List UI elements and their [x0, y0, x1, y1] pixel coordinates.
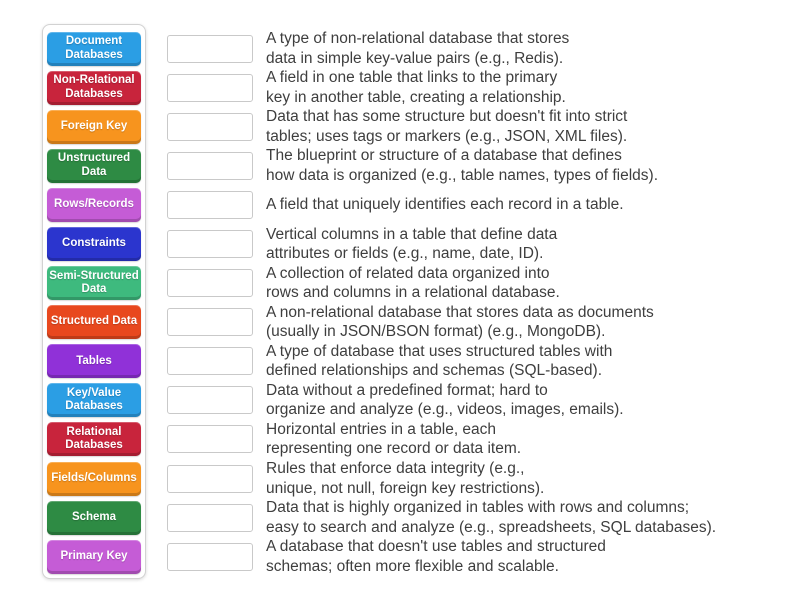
match-row: Unstructured Data The blueprint or struc…	[40, 146, 790, 185]
definition-text: Data without a predefined format; hard t…	[266, 381, 624, 419]
answer-slot[interactable]	[167, 73, 253, 102]
term-tile[interactable]: Tables	[47, 344, 141, 379]
term-label: Document Databases	[65, 35, 123, 61]
match-row: Relational Databases Horizontal entries …	[40, 420, 790, 459]
term-tile[interactable]: Schema	[47, 500, 141, 535]
term-tile[interactable]: Non-Relational Databases	[47, 70, 141, 105]
term-tile[interactable]: Semi-Structured Data	[47, 266, 141, 301]
answer-slot[interactable]	[167, 464, 253, 493]
definition-text: A field in one table that links to the p…	[266, 69, 566, 106]
match-rows: Document Databases A type of non-relatio…	[40, 29, 790, 576]
match-row: Fields/Columns Rules that enforce data i…	[40, 459, 790, 498]
term-tile[interactable]: Document Databases	[47, 31, 141, 66]
term-label: Foreign Key	[60, 119, 128, 132]
term-tile[interactable]: Relational Databases	[47, 422, 141, 457]
definition-text: Data that is highly organized in tables …	[266, 499, 717, 536]
answer-slot[interactable]	[167, 151, 253, 180]
term-tile[interactable]: Constraints	[47, 227, 141, 262]
definition-text: A database that doesn't use tables and s…	[266, 538, 606, 575]
term-label: Fields/Columns	[51, 471, 137, 484]
match-row: Key/Value Databases Data without a prede…	[40, 381, 790, 420]
match-row: Document Databases A type of non-relatio…	[40, 29, 790, 68]
definition-text: A collection of related data organized i…	[266, 264, 560, 302]
match-row: Foreign Key Data that has some structure…	[40, 107, 790, 146]
term-tile[interactable]: Key/Value Databases	[47, 383, 141, 418]
match-row: Primary Key A database that doesn't use …	[40, 537, 790, 576]
term-label: Primary Key	[60, 550, 128, 563]
answer-slot[interactable]	[167, 542, 253, 571]
definition-text: A field that uniquely identifies each re…	[266, 196, 624, 214]
term-label: Tables	[76, 354, 112, 367]
match-row: Rows/Records A field that uniquely ident…	[40, 185, 790, 224]
answer-slot[interactable]	[167, 425, 253, 454]
match-row: Semi-Structured Data A collection of rel…	[40, 264, 790, 303]
term-label: Structured Data	[50, 315, 138, 328]
match-row: Structured Data A non-relational databas…	[40, 303, 790, 342]
match-row: Constraints Vertical columns in a table …	[40, 224, 790, 263]
term-label: Non-Relational Databases	[53, 74, 135, 100]
definition-text: Vertical columns in a table that define …	[266, 225, 558, 263]
answer-slot[interactable]	[167, 308, 253, 337]
answer-slot[interactable]	[167, 269, 253, 298]
term-label: Constraints	[62, 237, 126, 250]
answer-slot[interactable]	[167, 230, 253, 259]
answer-slot[interactable]	[167, 34, 253, 63]
term-label: Relational Databases	[65, 425, 123, 452]
term-tile[interactable]: Fields/Columns	[47, 461, 141, 496]
match-row: Non-Relational Databases A field in one …	[40, 68, 790, 107]
match-row: Tables A type of database that uses stru…	[40, 342, 790, 381]
definition-text: Horizontal entries in a table, each repr…	[266, 421, 522, 458]
answer-slot[interactable]	[167, 503, 253, 532]
term-label: Key/Value Databases	[65, 386, 123, 413]
answer-slot[interactable]	[167, 190, 253, 219]
term-tile[interactable]: Unstructured Data	[47, 148, 141, 183]
definition-text: A non-relational database that stores da…	[266, 303, 654, 341]
term-label: Unstructured Data	[57, 152, 131, 178]
term-tile[interactable]: Structured Data	[47, 305, 141, 340]
definition-text: The blueprint or structure of a database…	[266, 147, 659, 184]
definition-text: A type of non-relational database that s…	[266, 30, 570, 67]
answer-slot[interactable]	[167, 386, 253, 415]
term-tile[interactable]: Primary Key	[47, 539, 141, 574]
term-tile[interactable]: Foreign Key	[47, 109, 141, 144]
definition-text: Rules that enforce data integrity (e.g.,…	[266, 460, 545, 497]
term-label: Schema	[71, 510, 117, 523]
term-label: Rows/Records	[54, 198, 134, 211]
answer-slot[interactable]	[167, 347, 253, 376]
definition-text: A type of database that uses structured …	[266, 342, 613, 380]
answer-slot[interactable]	[167, 112, 253, 141]
match-row: Schema Data that is highly organized in …	[40, 498, 790, 537]
term-tile[interactable]: Rows/Records	[47, 187, 141, 222]
definition-text: Data that has some structure but doesn't…	[266, 108, 628, 145]
term-label: Semi-Structured Data	[49, 269, 139, 296]
